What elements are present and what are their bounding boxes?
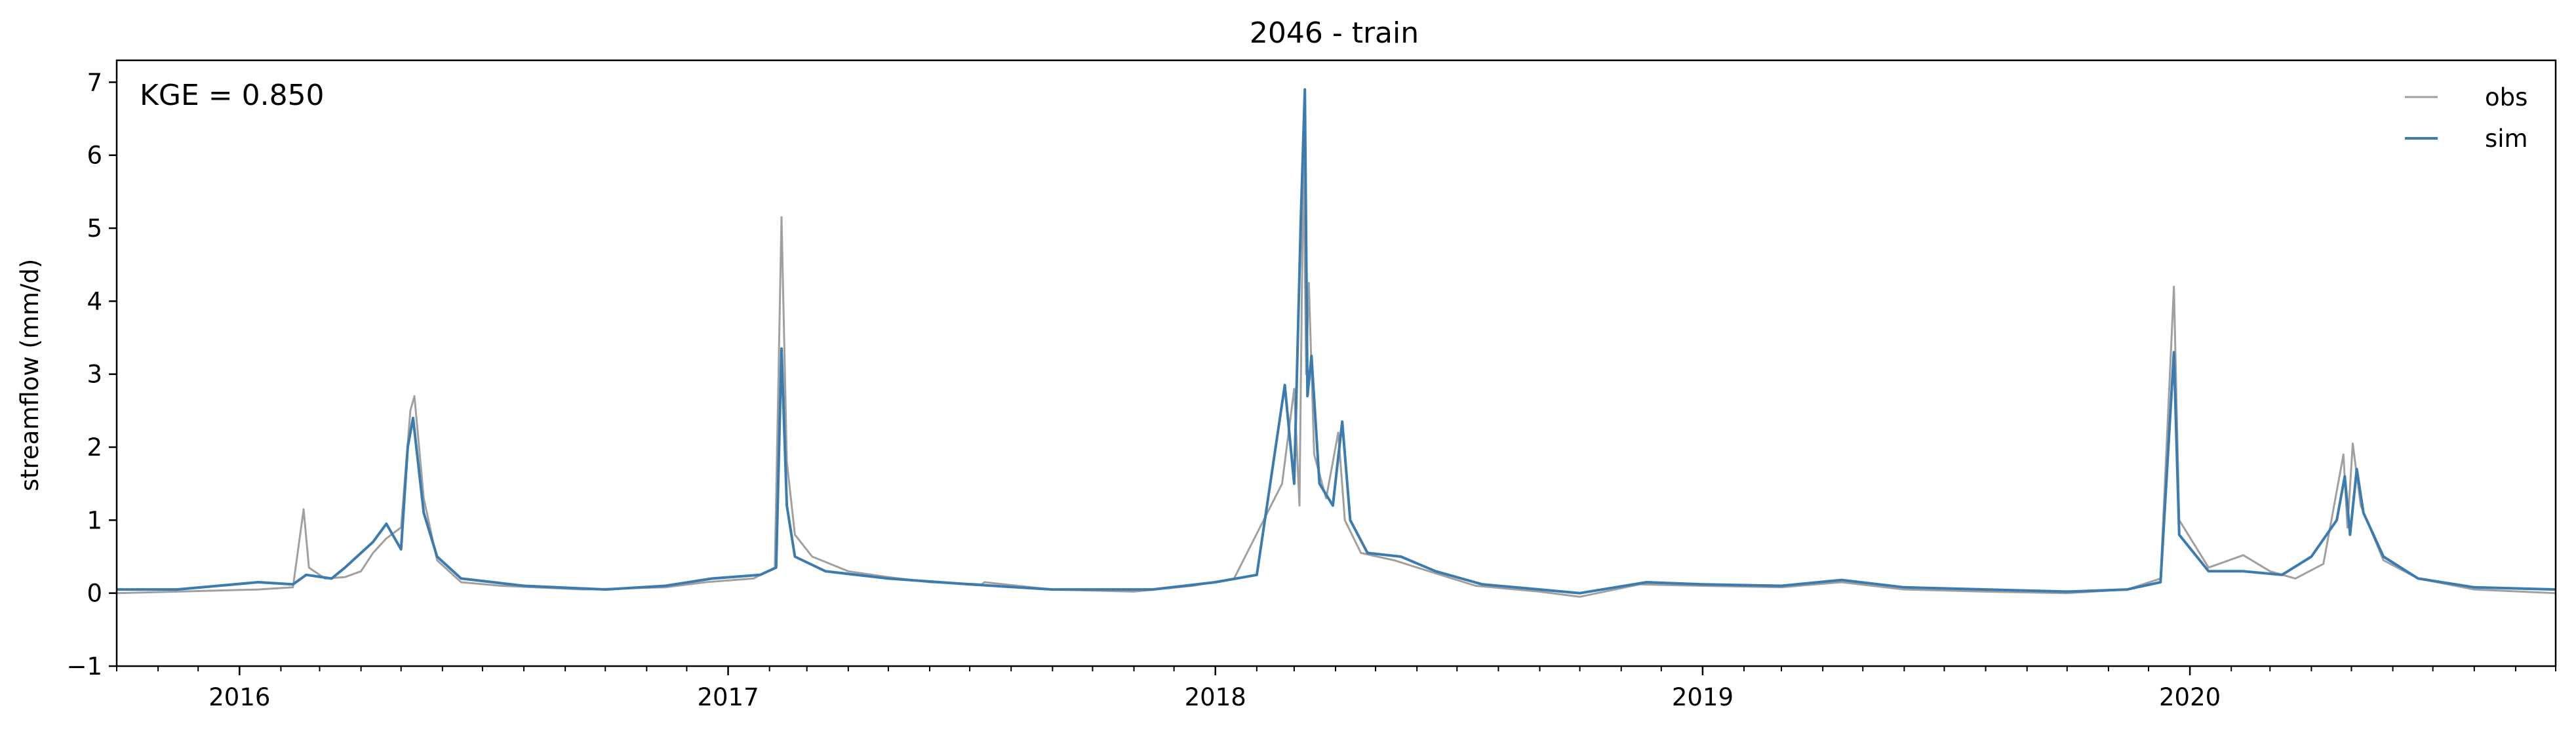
series-line-obs <box>116 150 2556 598</box>
kge-annotation: KGE = 0.850 <box>140 79 325 112</box>
series-line-sim <box>117 88 2556 595</box>
x-tick-label: 2019 <box>1672 683 1734 711</box>
y-tick-label: −1 <box>66 652 102 681</box>
y-tick-label: 2 <box>87 433 102 462</box>
y-axis-label: streamflow (mm/d) <box>16 259 44 492</box>
x-tick-label: 2018 <box>1185 683 1246 711</box>
plot-frame <box>115 59 2557 667</box>
y-tick-label: 0 <box>87 580 102 608</box>
legend-obs-label: obs <box>2485 83 2527 111</box>
y-tick-label: 3 <box>87 361 102 389</box>
x-tick-label: 2016 <box>208 683 270 711</box>
legend: obs sim <box>2405 83 2528 153</box>
y-tick-label: 4 <box>87 287 102 315</box>
x-tick-label: 2020 <box>2159 683 2221 711</box>
y-tick-label: 5 <box>87 214 102 243</box>
y-tick-label: 1 <box>87 506 102 534</box>
y-tick-label: 7 <box>87 68 102 96</box>
plot-area: −1 0 1 2 3 4 5 6 7 2016 2017 2018 2019 2020 <box>66 59 2557 711</box>
x-tick-label: 2017 <box>697 683 759 711</box>
y-tick-label: 6 <box>87 142 102 170</box>
legend-sim-label: sim <box>2485 125 2528 153</box>
chart-title: 2046 - train <box>1250 16 1419 50</box>
